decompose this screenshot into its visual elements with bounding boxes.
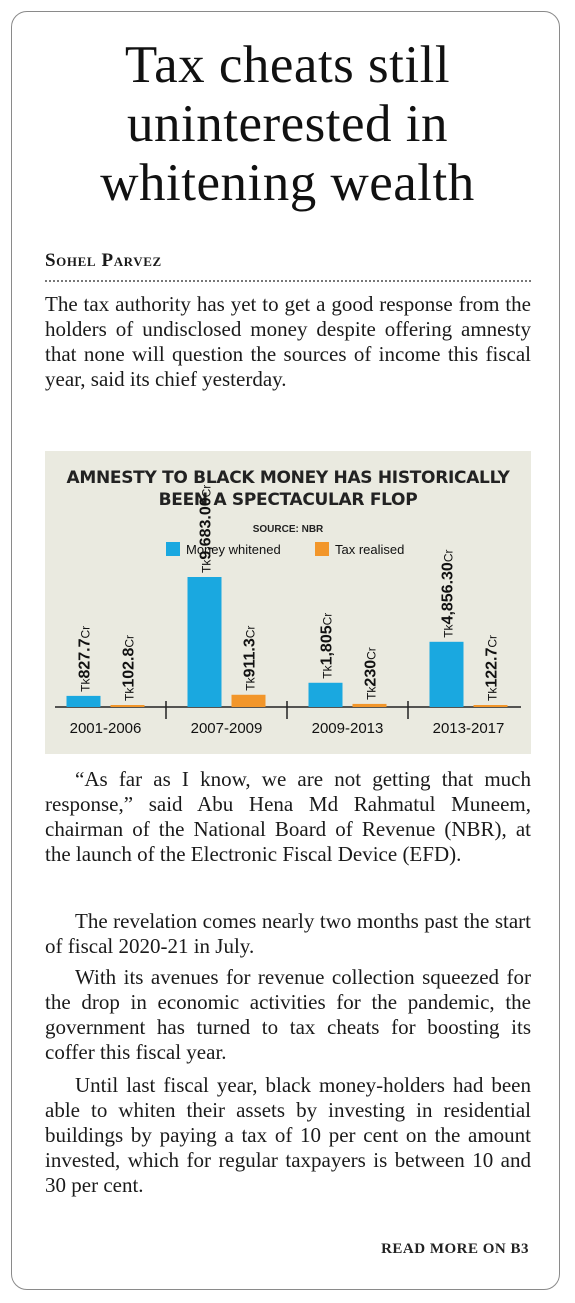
legend-label: Tax realised [335, 542, 405, 557]
data-label: Tk1,805Cr [319, 613, 336, 679]
category-label: 2009-2013 [312, 720, 384, 737]
body-paragraph: Until last fiscal year, black money-hold… [45, 1073, 531, 1197]
chart-title-line: AMNESTY TO BLACK MONEY HAS HISTORICALLY [66, 468, 510, 488]
bar-tax-realised [231, 694, 266, 707]
legend-swatch [315, 542, 329, 556]
legend-label: Money whitened [186, 542, 281, 557]
category-label: 2013-2017 [433, 720, 505, 737]
headline-line: uninterested in [127, 95, 448, 153]
bar-money-whitened [429, 641, 464, 707]
data-label: Tk230Cr [363, 647, 380, 700]
bar-tax-realised [110, 705, 145, 707]
chart-title-line: BEEN A SPECTACULAR FLOP [158, 490, 418, 510]
chart-panel: AMNESTY TO BLACK MONEY HAS HISTORICALLY … [45, 451, 531, 754]
category-label: 2001-2006 [70, 720, 142, 737]
headline-line: Tax cheats still [124, 36, 451, 94]
bar-tax-realised [352, 703, 387, 707]
bar-money-whitened [66, 695, 101, 707]
body-paragraph: With its avenues for revenue collection … [45, 965, 531, 1064]
legend-swatch [166, 542, 180, 556]
bar-money-whitened [187, 577, 222, 707]
body-paragraph: The revelation comes nearly two months p… [45, 909, 531, 958]
bar-money-whitened [308, 682, 343, 707]
data-label: Tk911.3Cr [242, 626, 259, 691]
legend-item-money-whitened: Money whitened [166, 542, 281, 557]
chart-source: SOURCE: NBR [252, 524, 324, 535]
data-label: Tk827.7Cr [77, 626, 94, 692]
data-label: Tk102.8Cr [121, 635, 138, 701]
dotted-divider [45, 280, 531, 282]
lead-paragraph: The tax authority has yet to get a good … [45, 292, 531, 391]
chart-title: AMNESTY TO BLACK MONEY HAS HISTORICALLY … [45, 467, 531, 511]
data-label: Tk9,683.00Cr [198, 485, 215, 573]
byline: Sohel Parvez [45, 250, 162, 271]
category-label: 2007-2009 [191, 720, 263, 737]
headline: Tax cheats still uninterested in whiteni… [20, 36, 555, 213]
body-paragraph: “As far as I know, we are not getting th… [45, 767, 531, 866]
bar-chart: 2001-2006 Tk827.7Cr Tk102.8Cr 2007-2009 Tk9,… [55, 485, 521, 737]
read-more-link[interactable]: READ MORE ON B3 [381, 1241, 529, 1257]
data-label: Tk122.7Cr [484, 635, 501, 701]
headline-line: whitening wealth [100, 154, 475, 212]
legend-item-tax-realised: Tax realised [315, 542, 404, 557]
bar-tax-realised [473, 705, 508, 707]
data-label: Tk4,856.30Cr [440, 550, 457, 638]
